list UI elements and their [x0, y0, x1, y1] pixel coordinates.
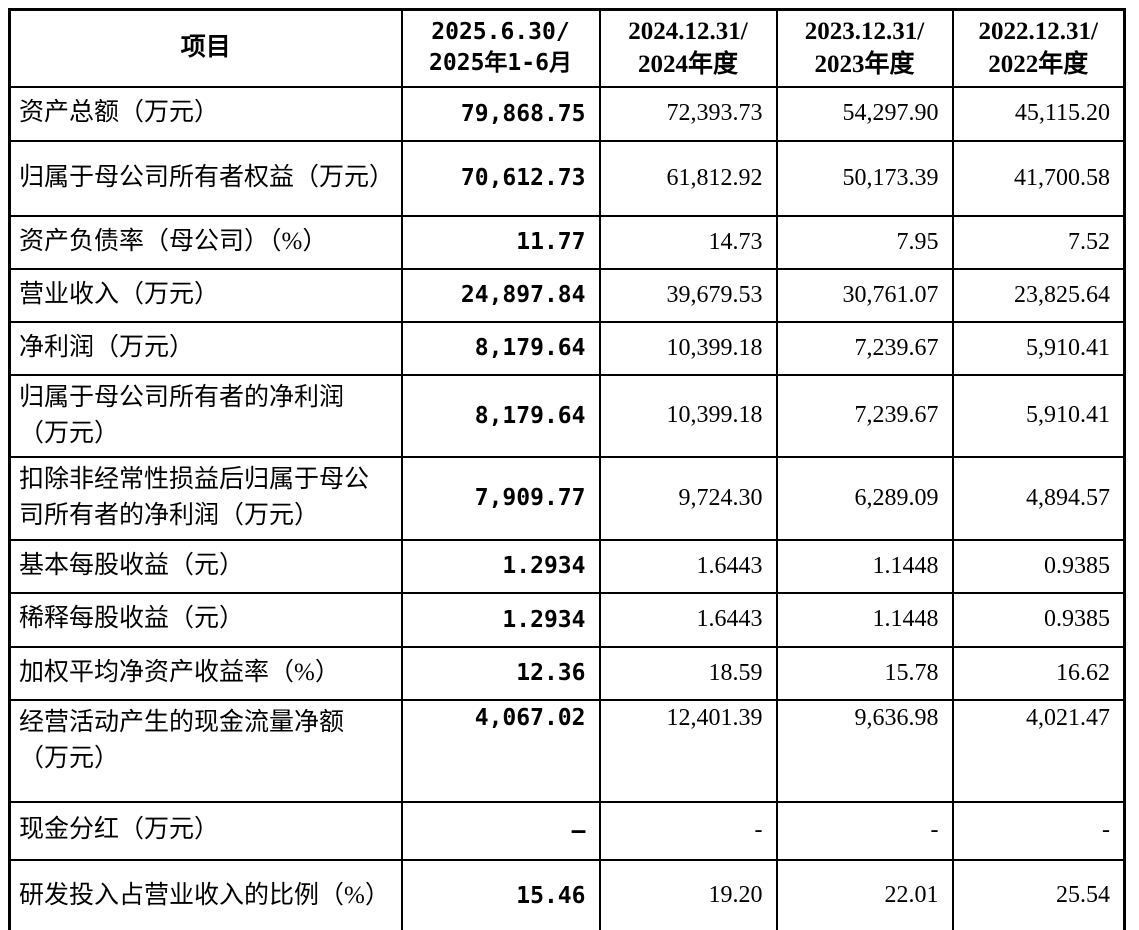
value-current-period: 70,612.73: [400, 139, 601, 217]
financial-summary-table: 项目 2025.6.30/ 2025年1-6月 2024.12.31/ 2024…: [8, 8, 1126, 930]
row-label: 稀释每股收益（元）: [8, 591, 403, 648]
value-prior-period-1: 9,724.30: [598, 456, 778, 541]
value-prior-period-2: 1.1448: [775, 591, 954, 648]
value-prior-period-1: 12,401.39: [598, 698, 778, 803]
table-row: 营业收入（万元） 24,897.84 39,679.53 30,761.07 23,82…: [8, 267, 1126, 323]
header-period-2025: 2025.6.30/ 2025年1-6月: [400, 8, 601, 88]
value-current-period: –: [400, 800, 601, 861]
row-label: 研发投入占营业收入的比例（%）: [8, 858, 403, 930]
row-label: 加权平均净资产收益率（%）: [8, 645, 403, 701]
value-current-period: 8,179.64: [400, 373, 601, 458]
header-period-2023: 2023.12.31/ 2023年度: [775, 8, 954, 88]
value-prior-period-3: 4,021.47: [951, 698, 1126, 803]
value-prior-period-3: -: [951, 800, 1126, 861]
row-label: 基本每股收益（元）: [8, 538, 403, 594]
value-prior-period-2: 6,289.09: [775, 456, 954, 541]
value-prior-period-2: 1.1448: [775, 538, 954, 594]
value-current-period: 12.36: [400, 645, 601, 701]
value-prior-period-3: 41,700.58: [951, 139, 1126, 217]
value-prior-period-3: 16.62: [951, 645, 1126, 701]
value-current-period: 11.77: [400, 214, 601, 270]
header-row: 项目 2025.6.30/ 2025年1-6月 2024.12.31/ 2024…: [8, 8, 1126, 88]
value-prior-period-1: 18.59: [598, 645, 778, 701]
row-label: 营业收入（万元）: [8, 267, 403, 323]
value-prior-period-1: 10,399.18: [598, 373, 778, 458]
value-current-period: 4,067.02: [400, 698, 601, 803]
header-period-2024: 2024.12.31/ 2024年度: [598, 8, 778, 88]
table-row: 资产总额（万元） 79,868.75 72,393.73 54,297.90 45,11…: [8, 85, 1126, 142]
value-prior-period-2: 54,297.90: [775, 85, 954, 142]
value-prior-period-1: 14.73: [598, 214, 778, 270]
table-row: 资产负债率（母公司）（%） 11.77 14.73 7.95 7.52: [8, 214, 1126, 270]
table-row: 归属于母公司所有者的净利润（万元） 8,179.64 10,399.18 7,239.…: [8, 373, 1126, 458]
row-label: 净利润（万元）: [8, 320, 403, 376]
value-prior-period-1: 1.6443: [598, 538, 778, 594]
table-row: 稀释每股收益（元） 1.2934 1.6443 1.1448 0.9385: [8, 591, 1126, 648]
table-row: 现金分红（万元） – - - -: [8, 800, 1126, 861]
table-row: 加权平均净资产收益率（%） 12.36 18.59 15.78 16.62: [8, 645, 1126, 701]
table-row: 基本每股收益（元） 1.2934 1.6443 1.1448 0.9385: [8, 538, 1126, 594]
value-prior-period-1: 61,812.92: [598, 139, 778, 217]
value-prior-period-3: 4,894.57: [951, 456, 1126, 541]
value-prior-period-2: 9,636.98: [775, 698, 954, 803]
value-current-period: 1.2934: [400, 538, 601, 594]
value-current-period: 1.2934: [400, 591, 601, 648]
value-prior-period-2: -: [775, 800, 954, 861]
value-current-period: 8,179.64: [400, 320, 601, 376]
value-prior-period-3: 25.54: [951, 858, 1126, 930]
value-prior-period-2: 22.01: [775, 858, 954, 930]
value-prior-period-2: 30,761.07: [775, 267, 954, 323]
value-prior-period-1: 10,399.18: [598, 320, 778, 376]
row-label: 归属于母公司所有者权益（万元）: [8, 139, 403, 217]
value-prior-period-2: 7,239.67: [775, 373, 954, 458]
header-period-2022: 2022.12.31/ 2022年度: [951, 8, 1126, 88]
value-prior-period-1: -: [598, 800, 778, 861]
value-prior-period-3: 5,910.41: [951, 320, 1126, 376]
value-prior-period-2: 7.95: [775, 214, 954, 270]
value-prior-period-1: 1.6443: [598, 591, 778, 648]
header-item-column: 项目: [8, 8, 403, 88]
row-label: 扣除非经常性损益后归属于母公司所有者的净利润（万元）: [8, 456, 403, 541]
value-prior-period-3: 0.9385: [951, 591, 1126, 648]
value-prior-period-3: 7.52: [951, 214, 1126, 270]
value-current-period: 15.46: [400, 858, 601, 930]
table-row: 扣除非经常性损益后归属于母公司所有者的净利润（万元） 7,909.77 9,724.…: [8, 456, 1126, 541]
value-prior-period-1: 19.20: [598, 858, 778, 930]
table-row: 经营活动产生的现金流量净额（万元） 4,067.02 12,401.39 9,636.…: [8, 698, 1126, 803]
table-row: 研发投入占营业收入的比例（%） 15.46 19.20 22.01 25.54: [8, 858, 1126, 930]
value-prior-period-3: 23,825.64: [951, 267, 1126, 323]
row-label: 资产总额（万元）: [8, 85, 403, 142]
value-current-period: 7,909.77: [400, 456, 601, 541]
row-label: 现金分红（万元）: [8, 800, 403, 861]
value-current-period: 79,868.75: [400, 85, 601, 142]
value-prior-period-1: 72,393.73: [598, 85, 778, 142]
value-prior-period-3: 5,910.41: [951, 373, 1126, 458]
table-row: 净利润（万元） 8,179.64 10,399.18 7,239.67 5,910.41: [8, 320, 1126, 376]
row-label: 经营活动产生的现金流量净额（万元）: [8, 698, 403, 803]
value-prior-period-3: 45,115.20: [951, 85, 1126, 142]
value-current-period: 24,897.84: [400, 267, 601, 323]
value-prior-period-3: 0.9385: [951, 538, 1126, 594]
value-prior-period-2: 50,173.39: [775, 139, 954, 217]
value-prior-period-2: 15.78: [775, 645, 954, 701]
table-row: 归属于母公司所有者权益（万元） 70,612.73 61,812.92 50,173.…: [8, 139, 1126, 217]
value-prior-period-1: 39,679.53: [598, 267, 778, 323]
row-label: 资产负债率（母公司）（%）: [8, 214, 403, 270]
row-label: 归属于母公司所有者的净利润（万元）: [8, 373, 403, 458]
value-prior-period-2: 7,239.67: [775, 320, 954, 376]
